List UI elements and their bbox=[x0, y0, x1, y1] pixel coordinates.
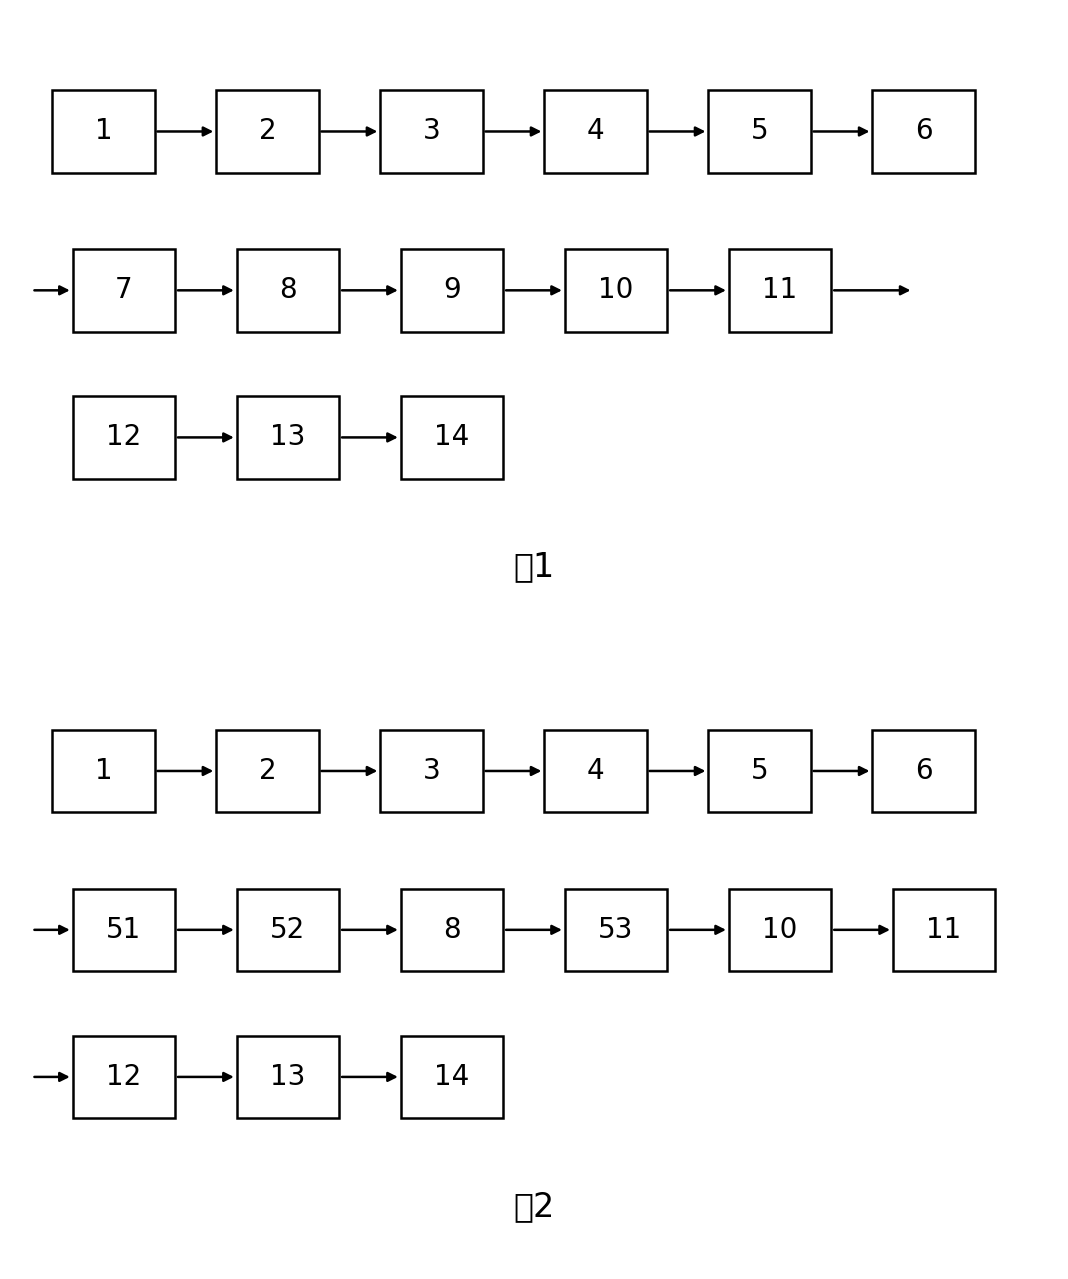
Text: 8: 8 bbox=[279, 276, 297, 304]
Text: 图1: 图1 bbox=[514, 550, 554, 583]
Text: 51: 51 bbox=[106, 916, 142, 944]
Text: 3: 3 bbox=[423, 118, 440, 146]
Bar bbox=[565, 249, 668, 331]
Bar bbox=[400, 249, 503, 331]
Text: 1: 1 bbox=[95, 757, 112, 785]
Text: 14: 14 bbox=[435, 1063, 470, 1091]
Text: 6: 6 bbox=[915, 757, 932, 785]
Bar bbox=[400, 1036, 503, 1118]
Text: 13: 13 bbox=[270, 1063, 305, 1091]
Bar bbox=[400, 889, 503, 971]
Bar bbox=[52, 730, 155, 812]
Text: 7: 7 bbox=[115, 276, 132, 304]
Bar bbox=[216, 91, 318, 173]
Bar bbox=[728, 249, 831, 331]
Text: 52: 52 bbox=[270, 916, 305, 944]
Text: 11: 11 bbox=[926, 916, 962, 944]
Text: 9: 9 bbox=[443, 276, 461, 304]
Bar bbox=[708, 91, 811, 173]
Bar bbox=[545, 91, 647, 173]
Text: 14: 14 bbox=[435, 423, 470, 451]
Bar bbox=[873, 91, 975, 173]
Bar bbox=[380, 91, 483, 173]
Text: 1: 1 bbox=[95, 118, 112, 146]
Text: 10: 10 bbox=[763, 916, 798, 944]
Bar bbox=[73, 889, 175, 971]
Bar bbox=[216, 730, 318, 812]
Text: 8: 8 bbox=[443, 916, 460, 944]
Text: 4: 4 bbox=[586, 757, 604, 785]
Text: 4: 4 bbox=[586, 118, 604, 146]
Bar bbox=[708, 730, 811, 812]
Text: 3: 3 bbox=[423, 757, 440, 785]
Bar bbox=[237, 396, 340, 478]
Text: 2: 2 bbox=[258, 118, 277, 146]
Bar bbox=[893, 889, 995, 971]
Bar bbox=[237, 249, 340, 331]
Text: 10: 10 bbox=[598, 276, 633, 304]
Text: 11: 11 bbox=[763, 276, 798, 304]
Text: 12: 12 bbox=[106, 1063, 142, 1091]
Bar bbox=[545, 730, 647, 812]
Bar bbox=[565, 889, 668, 971]
Bar bbox=[873, 730, 975, 812]
Bar bbox=[400, 396, 503, 478]
Text: 图2: 图2 bbox=[514, 1189, 554, 1223]
Bar bbox=[728, 889, 831, 971]
Text: 5: 5 bbox=[751, 118, 768, 146]
Text: 13: 13 bbox=[270, 423, 305, 451]
Text: 5: 5 bbox=[751, 757, 768, 785]
Text: 12: 12 bbox=[106, 423, 142, 451]
Bar bbox=[237, 889, 340, 971]
Text: 2: 2 bbox=[258, 757, 277, 785]
Text: 6: 6 bbox=[915, 118, 932, 146]
Bar bbox=[52, 91, 155, 173]
Bar bbox=[73, 1036, 175, 1118]
Bar bbox=[237, 1036, 340, 1118]
Bar bbox=[380, 730, 483, 812]
Text: 53: 53 bbox=[598, 916, 633, 944]
Bar bbox=[73, 396, 175, 478]
Bar bbox=[73, 249, 175, 331]
